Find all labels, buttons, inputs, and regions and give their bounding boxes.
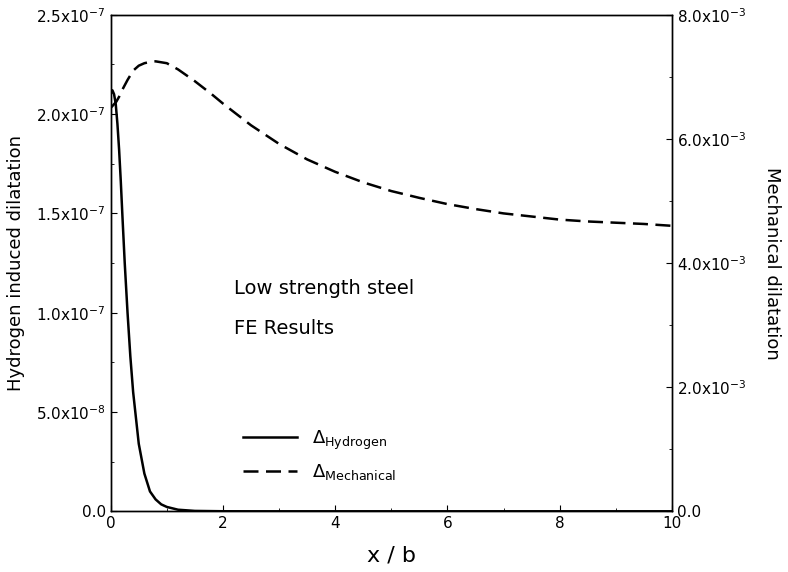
X-axis label: x / b: x / b [366, 545, 416, 565]
Text: Low strength steel: Low strength steel [234, 279, 414, 299]
Text: FE Results: FE Results [234, 319, 334, 338]
Y-axis label: Mechanical dilatation: Mechanical dilatation [763, 166, 781, 359]
Legend: $\Delta_{\rm Hydrogen}$, $\Delta_{\rm Mechanical}$: $\Delta_{\rm Hydrogen}$, $\Delta_{\rm Me… [243, 428, 396, 482]
Y-axis label: Hydrogen induced dilatation: Hydrogen induced dilatation [7, 135, 25, 391]
